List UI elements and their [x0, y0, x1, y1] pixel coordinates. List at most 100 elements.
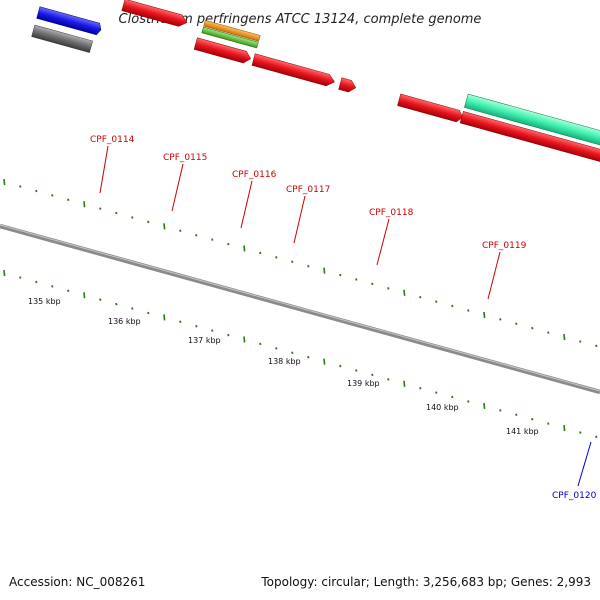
inner-minor-tick	[547, 422, 550, 425]
label-cpf-0119[interactable]: CPF_0119	[482, 241, 527, 251]
inner-minor-tick	[339, 364, 342, 368]
outer-major-tick	[163, 223, 166, 230]
outer-major-tick	[483, 311, 486, 318]
scale-label-137: 137 kbp	[188, 336, 221, 345]
outer-minor-tick	[435, 300, 438, 303]
inner-minor-tick	[371, 373, 374, 377]
inner-minor-tick	[387, 378, 390, 381]
inner-minor-tick	[35, 280, 38, 284]
outer-minor-tick	[115, 211, 118, 215]
outer-tick-ring	[3, 179, 598, 348]
outer-minor-tick	[355, 278, 358, 281]
accession-text: Accession: NC_008261	[9, 575, 145, 589]
inner-major-tick	[323, 358, 326, 365]
inner-minor-tick	[499, 409, 502, 412]
inner-minor-tick	[179, 320, 182, 324]
outer-major-tick	[83, 201, 86, 208]
inner-minor-tick	[307, 355, 310, 359]
inner-minor-tick	[435, 391, 438, 394]
inner-major-tick	[83, 292, 86, 299]
inner-major-tick	[483, 402, 486, 409]
inner-minor-tick	[595, 435, 598, 439]
outer-minor-tick	[579, 340, 582, 343]
outer-minor-tick	[211, 238, 214, 241]
inner-minor-tick	[99, 298, 102, 301]
inner-minor-tick	[227, 333, 230, 337]
gene-cpf-0118[interactable]	[397, 93, 464, 123]
gene-cpf-0115[interactable]	[193, 37, 252, 65]
outer-minor-tick	[595, 344, 598, 348]
inner-minor-tick	[211, 329, 214, 332]
gene-cpf-0116[interactable]	[251, 53, 336, 88]
inner-tick-ring	[3, 270, 598, 439]
scale-label-141: 141 kbp	[506, 427, 539, 436]
outer-minor-tick	[307, 264, 310, 268]
outer-minor-tick	[67, 198, 70, 202]
outer-major-tick	[563, 333, 566, 341]
outer-minor-tick	[19, 185, 22, 188]
outer-minor-tick	[179, 229, 182, 233]
leader-cpf-0117	[293, 195, 306, 244]
gene-left-blue[interactable]	[36, 6, 103, 36]
outer-minor-tick	[195, 233, 198, 237]
inner-minor-tick	[467, 400, 470, 403]
outer-minor-tick	[387, 287, 390, 290]
inner-minor-tick	[275, 347, 278, 350]
label-cpf-0114[interactable]: CPF_0114	[90, 135, 135, 145]
outer-minor-tick	[339, 273, 342, 277]
outer-major-tick	[243, 245, 246, 252]
genome-backbone	[0, 223, 600, 395]
label-cpf-0117[interactable]: CPF_0117	[286, 185, 330, 195]
outer-minor-tick	[371, 282, 374, 286]
inner-minor-tick	[355, 369, 358, 372]
outer-minor-tick	[147, 220, 150, 224]
inner-major-tick	[403, 380, 406, 387]
leader-cpf-0118	[376, 218, 390, 266]
inner-major-tick	[3, 270, 6, 277]
gene-cpf-0115-orange[interactable]	[203, 19, 261, 42]
scale-label-139: 139 kbp	[347, 379, 380, 388]
gene-cpf-0114[interactable]	[121, 0, 189, 28]
scale-label-135: 135 kbp	[28, 297, 61, 306]
outer-minor-tick	[99, 207, 102, 210]
gene-cpf-0119-teal[interactable]	[464, 93, 600, 154]
outer-minor-tick	[547, 331, 550, 334]
inner-minor-tick	[419, 386, 422, 390]
label-cpf-0115[interactable]: CPF_0115	[163, 153, 207, 163]
label-cpf-0120[interactable]: CPF_0120	[552, 491, 597, 501]
inner-minor-tick	[451, 395, 454, 399]
scale-label-140: 140 kbp	[426, 403, 459, 412]
inner-minor-tick	[531, 417, 534, 421]
leader-cpf-0120	[577, 441, 592, 487]
outer-major-tick	[403, 289, 406, 296]
inner-minor-tick	[259, 342, 262, 346]
label-cpf-0116[interactable]: CPF_0116	[232, 170, 277, 180]
outer-minor-tick	[131, 216, 134, 219]
outer-minor-tick	[259, 251, 262, 255]
scale-label-138: 138 kbp	[268, 357, 301, 366]
outer-minor-tick	[419, 295, 422, 299]
leader-cpf-0116	[240, 180, 253, 229]
outer-minor-tick	[291, 260, 294, 264]
outer-major-tick	[323, 267, 326, 274]
gene-cpf-0117[interactable]	[338, 77, 358, 94]
outer-major-tick	[3, 179, 6, 186]
outer-minor-tick	[227, 242, 230, 246]
genome-summary-text: Topology: circular; Length: 3,256,683 bp…	[260, 575, 591, 589]
gene-cpf-0115-green[interactable]	[201, 26, 259, 49]
gene-left-grey[interactable]	[31, 24, 93, 53]
label-cpf-0118[interactable]: CPF_0118	[369, 208, 414, 218]
outer-minor-tick	[51, 194, 54, 197]
leader-cpf-0114	[99, 145, 109, 194]
outer-minor-tick	[275, 256, 278, 259]
scale-label-136: 136 kbp	[108, 317, 141, 326]
inner-minor-tick	[51, 285, 54, 288]
inner-minor-tick	[131, 307, 134, 310]
inner-minor-tick	[115, 302, 118, 306]
outer-minor-tick	[467, 309, 470, 312]
inner-minor-tick	[67, 289, 70, 293]
inner-major-tick	[243, 336, 246, 343]
inner-minor-tick	[147, 311, 150, 315]
outer-minor-tick	[531, 326, 534, 330]
